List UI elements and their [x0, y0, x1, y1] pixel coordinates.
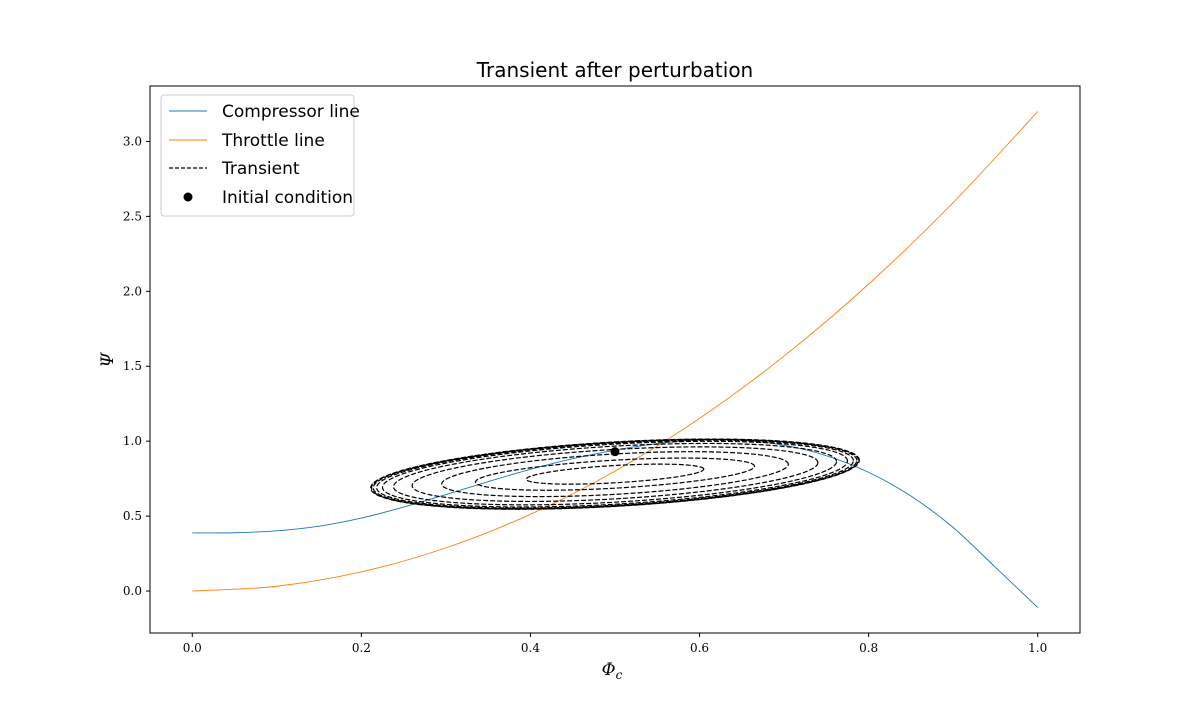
x-tick-label: 0.4 [521, 641, 540, 655]
series-transient-orbit [474, 457, 756, 491]
series-transient-orbit [370, 438, 860, 510]
legend-swatch-initial-condition [183, 192, 193, 202]
legend-label-compressor-line: Compressor line [222, 102, 360, 122]
legend-label-throttle-line: Throttle line [221, 131, 325, 151]
x-axis-label: Φc [602, 660, 623, 682]
chart-title: Transient after perturbation [476, 58, 753, 82]
series-transient-orbit [441, 451, 789, 498]
initial-condition-point [610, 447, 620, 457]
series-transient-orbit [392, 442, 838, 506]
series-transient-orbit [375, 439, 855, 509]
series-transient-orbit [381, 440, 849, 508]
y-tick-label: 0.5 [123, 509, 142, 523]
series-compressor-line [192, 439, 1039, 608]
legend-frame [160, 94, 355, 217]
y-tick-label: 1.5 [123, 359, 142, 373]
y-axis-label: Ψ [98, 351, 118, 367]
legend-label-initial-condition: Initial condition [222, 188, 353, 208]
y-tick-label: 3.0 [123, 134, 142, 148]
x-axis-label-subscript: c [616, 668, 623, 682]
x-tick-label: 0.8 [859, 641, 878, 655]
x-axis: 0.0 0.2 0.4 0.6 0.8 1.0 [183, 633, 1047, 655]
y-tick-label: 2.5 [123, 209, 142, 223]
y-tick-label: 1.0 [123, 434, 142, 448]
y-axis: 0.0 0.5 1.0 1.5 2.0 2.5 3.0 [123, 134, 150, 598]
series-throttle-line [192, 111, 1039, 592]
series-transient-orbit [525, 463, 705, 485]
series-transient-orbit [411, 446, 819, 503]
x-tick-label: 0.0 [183, 641, 202, 655]
x-tick-label: 0.2 [352, 641, 371, 655]
y-tick-label: 0.0 [123, 584, 142, 598]
axes-frame [149, 85, 1081, 634]
legend: Compressor line Throttle line Transient … [160, 94, 360, 217]
x-tick-label: 1.0 [1028, 641, 1047, 655]
legend-label-transient: Transient [221, 159, 300, 179]
x-tick-label: 0.6 [690, 641, 709, 655]
y-tick-label: 2.0 [123, 284, 142, 298]
plot-area [192, 111, 1039, 608]
